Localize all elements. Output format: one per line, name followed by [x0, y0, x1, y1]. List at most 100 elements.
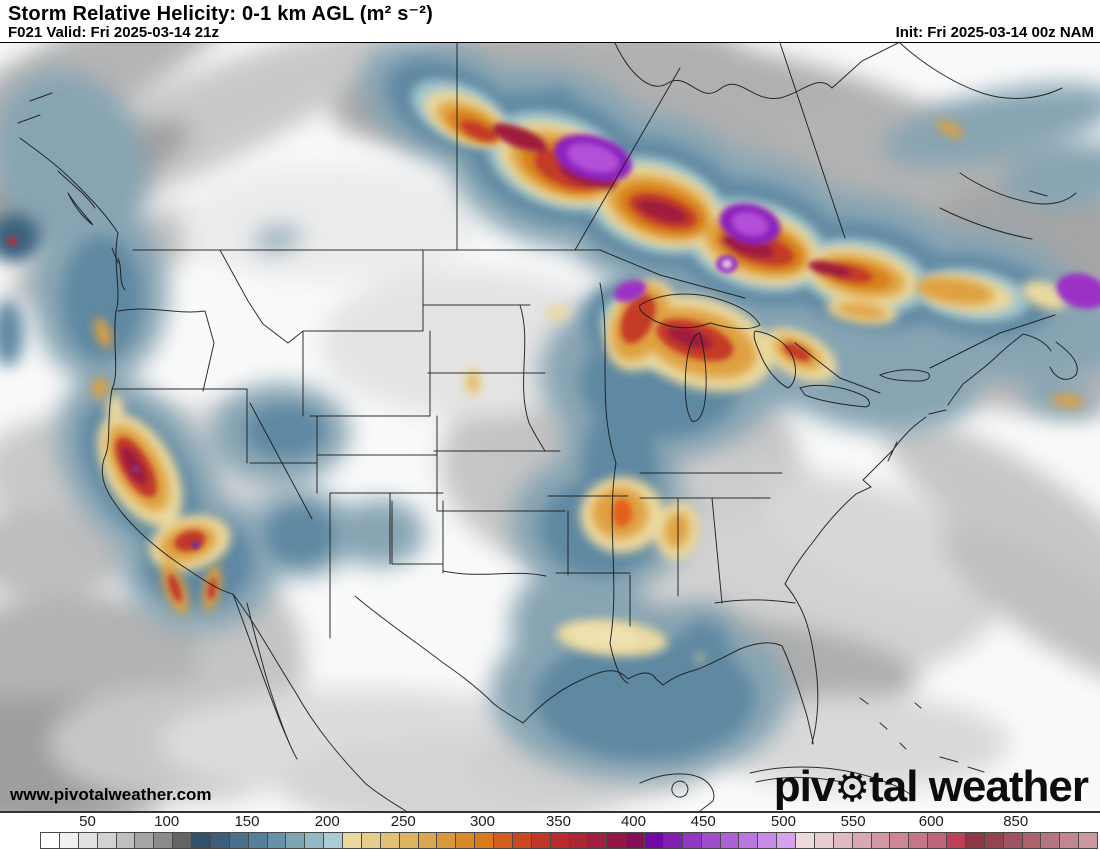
colorbar-cell	[267, 833, 287, 848]
colorbar-cell	[399, 833, 419, 848]
colorbar-cell	[777, 833, 796, 848]
colorbar-cell	[475, 833, 494, 848]
colorbar-cell	[154, 833, 174, 848]
colorbar-cell	[192, 833, 211, 848]
lake-huron	[753, 330, 796, 389]
us-canada-border	[132, 249, 1056, 394]
colorbar-cell	[739, 833, 759, 848]
colorbar-cell	[229, 833, 249, 848]
west-coast	[101, 232, 407, 811]
colorbar-cells	[40, 832, 1098, 849]
colorbar-cell	[305, 833, 325, 848]
colorbar-cell	[361, 833, 381, 848]
st-lawrence-coast	[899, 43, 1077, 240]
baja-coast	[232, 593, 298, 760]
colorbar-label: 350	[545, 813, 571, 830]
colorbar-label: 450	[690, 813, 716, 830]
colorbar-cell	[418, 833, 438, 848]
colorbar-cell	[135, 833, 155, 848]
bc-coast	[17, 92, 126, 291]
colorbar-label: 150	[234, 813, 260, 830]
hudson-bay-coast	[614, 43, 899, 100]
map-canvas	[0, 43, 1100, 811]
colorbar-cell	[210, 833, 230, 848]
colorbar-cell	[531, 833, 551, 848]
colorbar-cell	[871, 833, 891, 848]
colorbar-label: 250	[390, 813, 416, 830]
colorbar-cell	[286, 833, 306, 848]
gear-icon: ⚙	[834, 766, 870, 810]
colorbar-cell	[607, 833, 627, 848]
colorbar-label: 550	[840, 813, 866, 830]
colorbar: 50 100 150 200 250 300 350 400 450 500 550 600 850	[40, 813, 1098, 850]
colorbar-cell	[701, 833, 721, 848]
colorbar-cell	[814, 833, 834, 848]
colorbar-cell	[947, 833, 966, 848]
colorbar-cell	[97, 833, 117, 848]
midwest-borders	[519, 282, 796, 684]
colorbar-label: 600	[918, 813, 944, 830]
logo-text-right: tal weather	[869, 762, 1089, 811]
florida-coast	[691, 583, 819, 745]
colorbar-cell	[550, 833, 570, 848]
colorbar-cell	[78, 833, 98, 848]
logo-text-left: piv	[773, 762, 836, 811]
colorbar-cell	[588, 833, 608, 848]
colorbar-labels: 50 100 150 200 250 300 350 400 450 500 550 600 850	[40, 813, 1096, 831]
colorbar-cell	[682, 833, 702, 848]
colorbar-cell	[343, 833, 362, 848]
colorbar-cell	[890, 833, 910, 848]
gulf-coast-west	[354, 595, 693, 724]
colorbar-cell	[59, 833, 79, 848]
colorbar-cell	[645, 833, 664, 848]
colorbar-cell	[512, 833, 532, 848]
lake-superior	[639, 293, 761, 330]
colorbar-cell	[1079, 833, 1097, 848]
colorbar-cell	[928, 833, 947, 848]
colorbar-label: 850	[1003, 813, 1029, 830]
colorbar-label: 500	[770, 813, 796, 830]
borders-layer	[17, 43, 1078, 811]
forecast-valid-label: F021 Valid: Fri 2025-03-14 21z	[8, 24, 219, 41]
colorbar-cell	[1022, 833, 1042, 848]
model-init-label: Init: Fri 2025-03-14 00z NAM	[895, 24, 1094, 41]
purple-core-layer	[133, 134, 1100, 549]
colorbar-label: 100	[154, 813, 180, 830]
colorbar-cell	[380, 833, 400, 848]
colorbar-cell	[984, 833, 1004, 848]
colorbar-cell	[324, 833, 343, 848]
colorbar-cell	[909, 833, 929, 848]
colorbar-label: 400	[620, 813, 646, 830]
lake-erie	[799, 384, 870, 408]
watermark-url: www.pivotalweather.com	[10, 785, 212, 804]
colorbar-cell	[569, 833, 589, 848]
pivotal-weather-logo: piv⚙tal weather	[773, 762, 1089, 811]
header: Storm Relative Helicity: 0-1 km AGL (m² …	[0, 0, 1100, 42]
colorbar-cell	[248, 833, 268, 848]
colorbar-cell	[965, 833, 985, 848]
colorbar-label: 300	[469, 813, 495, 830]
colorbar-cell	[796, 833, 815, 848]
colorbar-cell	[758, 833, 778, 848]
colorbar-cell	[663, 833, 683, 848]
mexico-caribbean	[639, 697, 985, 811]
provincial-borders	[456, 43, 846, 251]
colorbar-cell	[720, 833, 740, 848]
colorbar-cell	[173, 833, 192, 848]
colorbar-label: 200	[314, 813, 340, 830]
plains-state-borders	[302, 249, 546, 639]
colorbar-cell	[626, 833, 645, 848]
east-coast	[784, 333, 1078, 585]
colorbar-cell	[852, 833, 872, 848]
colorbar-cell	[1060, 833, 1080, 848]
helicity-map: www.pivotalweather.com piv⚙tal weather	[0, 42, 1100, 813]
colorbar-label: 50	[79, 813, 96, 830]
colorbar-cell	[437, 833, 457, 848]
southern-plains-borders	[391, 450, 569, 577]
colorbar-cell	[833, 833, 853, 848]
colorbar-cell	[1041, 833, 1061, 848]
nw-state-borders	[111, 249, 318, 520]
red-layer	[7, 110, 891, 603]
page-title: Storm Relative Helicity: 0-1 km AGL (m² …	[8, 3, 434, 25]
